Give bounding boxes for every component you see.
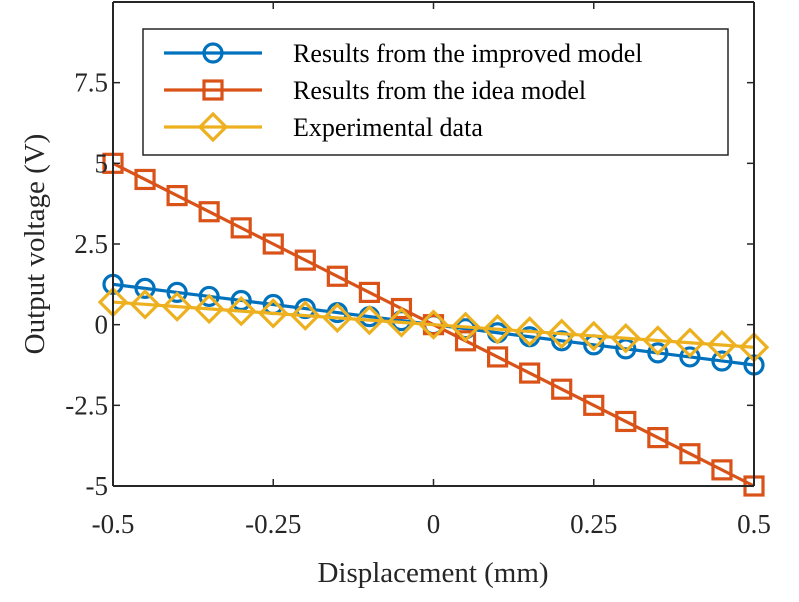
data-point-diamond [290,300,321,331]
x-tick-label: 0.5 [737,509,771,539]
data-point-square [166,185,188,207]
data-point-diamond [578,320,610,352]
data-point-square [230,217,252,239]
data-point-diamond [193,293,225,325]
data-point-diamond [482,313,513,345]
data-point-square [551,378,573,400]
data-point-square [358,281,380,303]
x-axis-title: Displacement (mm) [317,557,548,589]
data-point-diamond [386,307,417,338]
data-point-circle [230,289,252,312]
data-point-circle [198,285,220,308]
series-diamond [97,286,770,363]
y-axis-title: Output voltage (V) [19,134,51,355]
data-point-diamond [450,311,481,343]
data-point-square [583,394,605,416]
legend-label: Experimental data [293,113,483,142]
data-point-diamond [225,295,257,327]
data-point-square [134,168,156,191]
legend-marker-circle [202,42,224,64]
x-tick-label: -0.5 [92,509,135,539]
legend-entry: Results from the improved model [164,39,643,68]
legend-marker-diamond [197,111,229,143]
data-point-circle [679,346,701,368]
data-point-diamond [642,325,674,356]
data-point-square [711,459,733,481]
data-point-circle [615,338,637,360]
y-tick-label: 5 [95,148,109,178]
x-tick-label: 0.25 [570,509,617,539]
data-point-diamond [322,302,353,334]
data-point-diamond [546,318,577,349]
y-tick-label: -5 [86,471,109,501]
legend-label: Results from the improved model [293,39,643,68]
data-point-circle [134,277,156,299]
y-tick-label: -2.5 [65,390,108,420]
data-point-diamond [706,329,738,361]
data-point-square [615,410,637,433]
data-point-circle [294,297,316,320]
data-point-diamond [418,309,449,340]
data-point-diamond [257,298,289,329]
data-point-diamond [674,327,706,358]
y-tick-label: 0 [95,310,109,340]
data-point-diamond [129,289,161,320]
data-point-square [390,297,413,320]
data-point-square [487,346,509,368]
data-point-square [519,362,541,384]
legend-box [142,28,729,156]
data-point-square [326,265,348,287]
legend-entry: Results from the idea model [164,76,586,105]
data-point-diamond [610,322,642,354]
legend-marker-square [202,79,224,101]
legend: Results from the improved model Results f… [142,28,729,156]
ticks-layer: -0.5 -0.25 0 0.25 0.5 -5 -2.5 0 2.5 5 7.5 [65,2,771,539]
y-tick-label: 7.5 [74,68,108,98]
data-point-diamond [514,316,545,347]
series-layer [97,152,770,497]
data-point-square [679,443,701,465]
data-point-square [198,201,220,223]
y-tick-label: 2.5 [74,229,108,259]
data-point-diamond [161,291,193,322]
legend-entry: Experimental data [164,111,483,143]
data-point-square [454,330,477,352]
legend-items: Results from the improved model Results f… [164,39,643,143]
data-point-circle [166,281,188,303]
x-tick-label: 0 [427,509,441,539]
x-tick-label: -0.25 [245,509,301,539]
data-point-circle [551,330,573,352]
data-point-square [647,427,669,449]
data-point-square [262,233,284,255]
data-point-square [294,249,316,271]
data-point-circle [647,342,669,364]
legend-label: Results from the idea model [293,76,586,105]
data-point-circle [711,350,733,372]
data-point-diamond [354,304,385,336]
